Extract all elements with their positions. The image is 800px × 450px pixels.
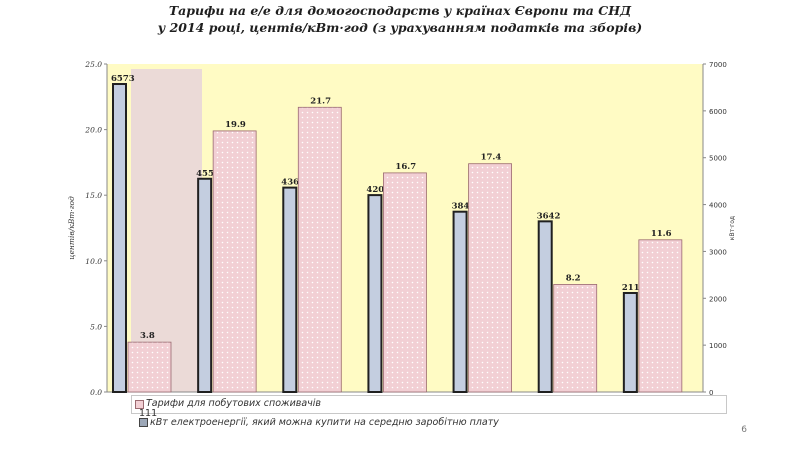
page-number: 6 xyxy=(741,425,747,435)
tariff-data-label: 17.4 xyxy=(481,153,502,163)
kwh-data-label: 4202 xyxy=(366,185,390,195)
right-tick-label: 6000 xyxy=(709,108,727,116)
chart-title-line1: Тарифи на е/е для домогосподарств у краї… xyxy=(168,3,632,18)
tariff-data-label: 21.7 xyxy=(310,96,331,106)
legend-kwh-prefix: кВт xyxy=(150,417,168,428)
legend-tariff-swatch xyxy=(135,400,144,409)
right-tick-label: 4000 xyxy=(709,202,727,210)
tariff-bar xyxy=(383,172,427,393)
kwh-bar xyxy=(112,83,127,394)
tariff-data-label: 3.8 xyxy=(140,331,155,341)
y-axis-label-right: кВт·год xyxy=(729,216,736,240)
right-tick-label: 7000 xyxy=(709,61,727,69)
tariff-data-label: 16.7 xyxy=(395,162,416,172)
legend-kwh-entry: кВт електроенергії, який можна купити на… xyxy=(139,417,499,428)
y-axis-label-left: центів/кВт·год xyxy=(67,196,76,260)
tariff-bar xyxy=(127,341,172,393)
legend: Тарифи для побутових споживачів xyxy=(131,395,727,414)
kwh-data-label: 4362 xyxy=(281,178,305,188)
kwh-data-label: 3642 xyxy=(537,211,561,221)
right-tick-label: 1000 xyxy=(709,342,727,350)
left-tick-label: 0.0 xyxy=(90,388,102,397)
kwh-bar xyxy=(622,291,638,393)
kwh-data-label: 2113 xyxy=(622,283,646,293)
kwh-bar xyxy=(537,220,553,393)
chart-title: Тарифи на е/е для домогосподарств у краї… xyxy=(0,2,800,36)
legend-tariff-label: Тарифи для побутових споживачів xyxy=(146,398,322,409)
tariff-data-label: 11.6 xyxy=(651,229,672,239)
kwh-data-label: 3848 xyxy=(452,202,476,212)
left-tick-label: 20.0 xyxy=(84,126,102,135)
tariff-bar xyxy=(468,163,512,393)
tariff-bar xyxy=(212,130,257,393)
left-tick-label: 5.0 xyxy=(90,322,102,331)
right-tick-label: 5000 xyxy=(709,155,727,163)
legend-overlap-value: 111 xyxy=(139,408,158,419)
tariff-bar xyxy=(297,106,342,393)
highlight-region xyxy=(131,69,202,392)
kwh-bar xyxy=(282,186,298,393)
chart-title-line2: у 2014 році, центів/кВт·год (з урахуванн… xyxy=(157,20,643,35)
tariff-bar xyxy=(638,239,683,393)
kwh-data-label: 4551 xyxy=(196,169,220,179)
legend-kwh-label: електроенергії, який можна купити на сер… xyxy=(170,417,499,428)
kwh-bar xyxy=(197,177,213,393)
right-tick-label: 3000 xyxy=(709,248,727,256)
tariff-data-label: 19.9 xyxy=(225,120,246,130)
tariff-bar xyxy=(553,284,598,393)
left-tick-label: 10.0 xyxy=(85,257,102,266)
kwh-bar xyxy=(452,210,468,393)
tariff-data-label: 8.2 xyxy=(566,273,581,283)
left-tick-label: 25.0 xyxy=(84,60,102,69)
left-tick-label: 15.0 xyxy=(85,191,102,200)
right-tick-label: 2000 xyxy=(709,295,727,303)
legend-kwh-swatch xyxy=(139,418,148,427)
kwh-bar xyxy=(367,194,383,393)
right-tick-label: 0 xyxy=(709,389,713,397)
kwh-data-label: 6573 xyxy=(111,74,135,84)
